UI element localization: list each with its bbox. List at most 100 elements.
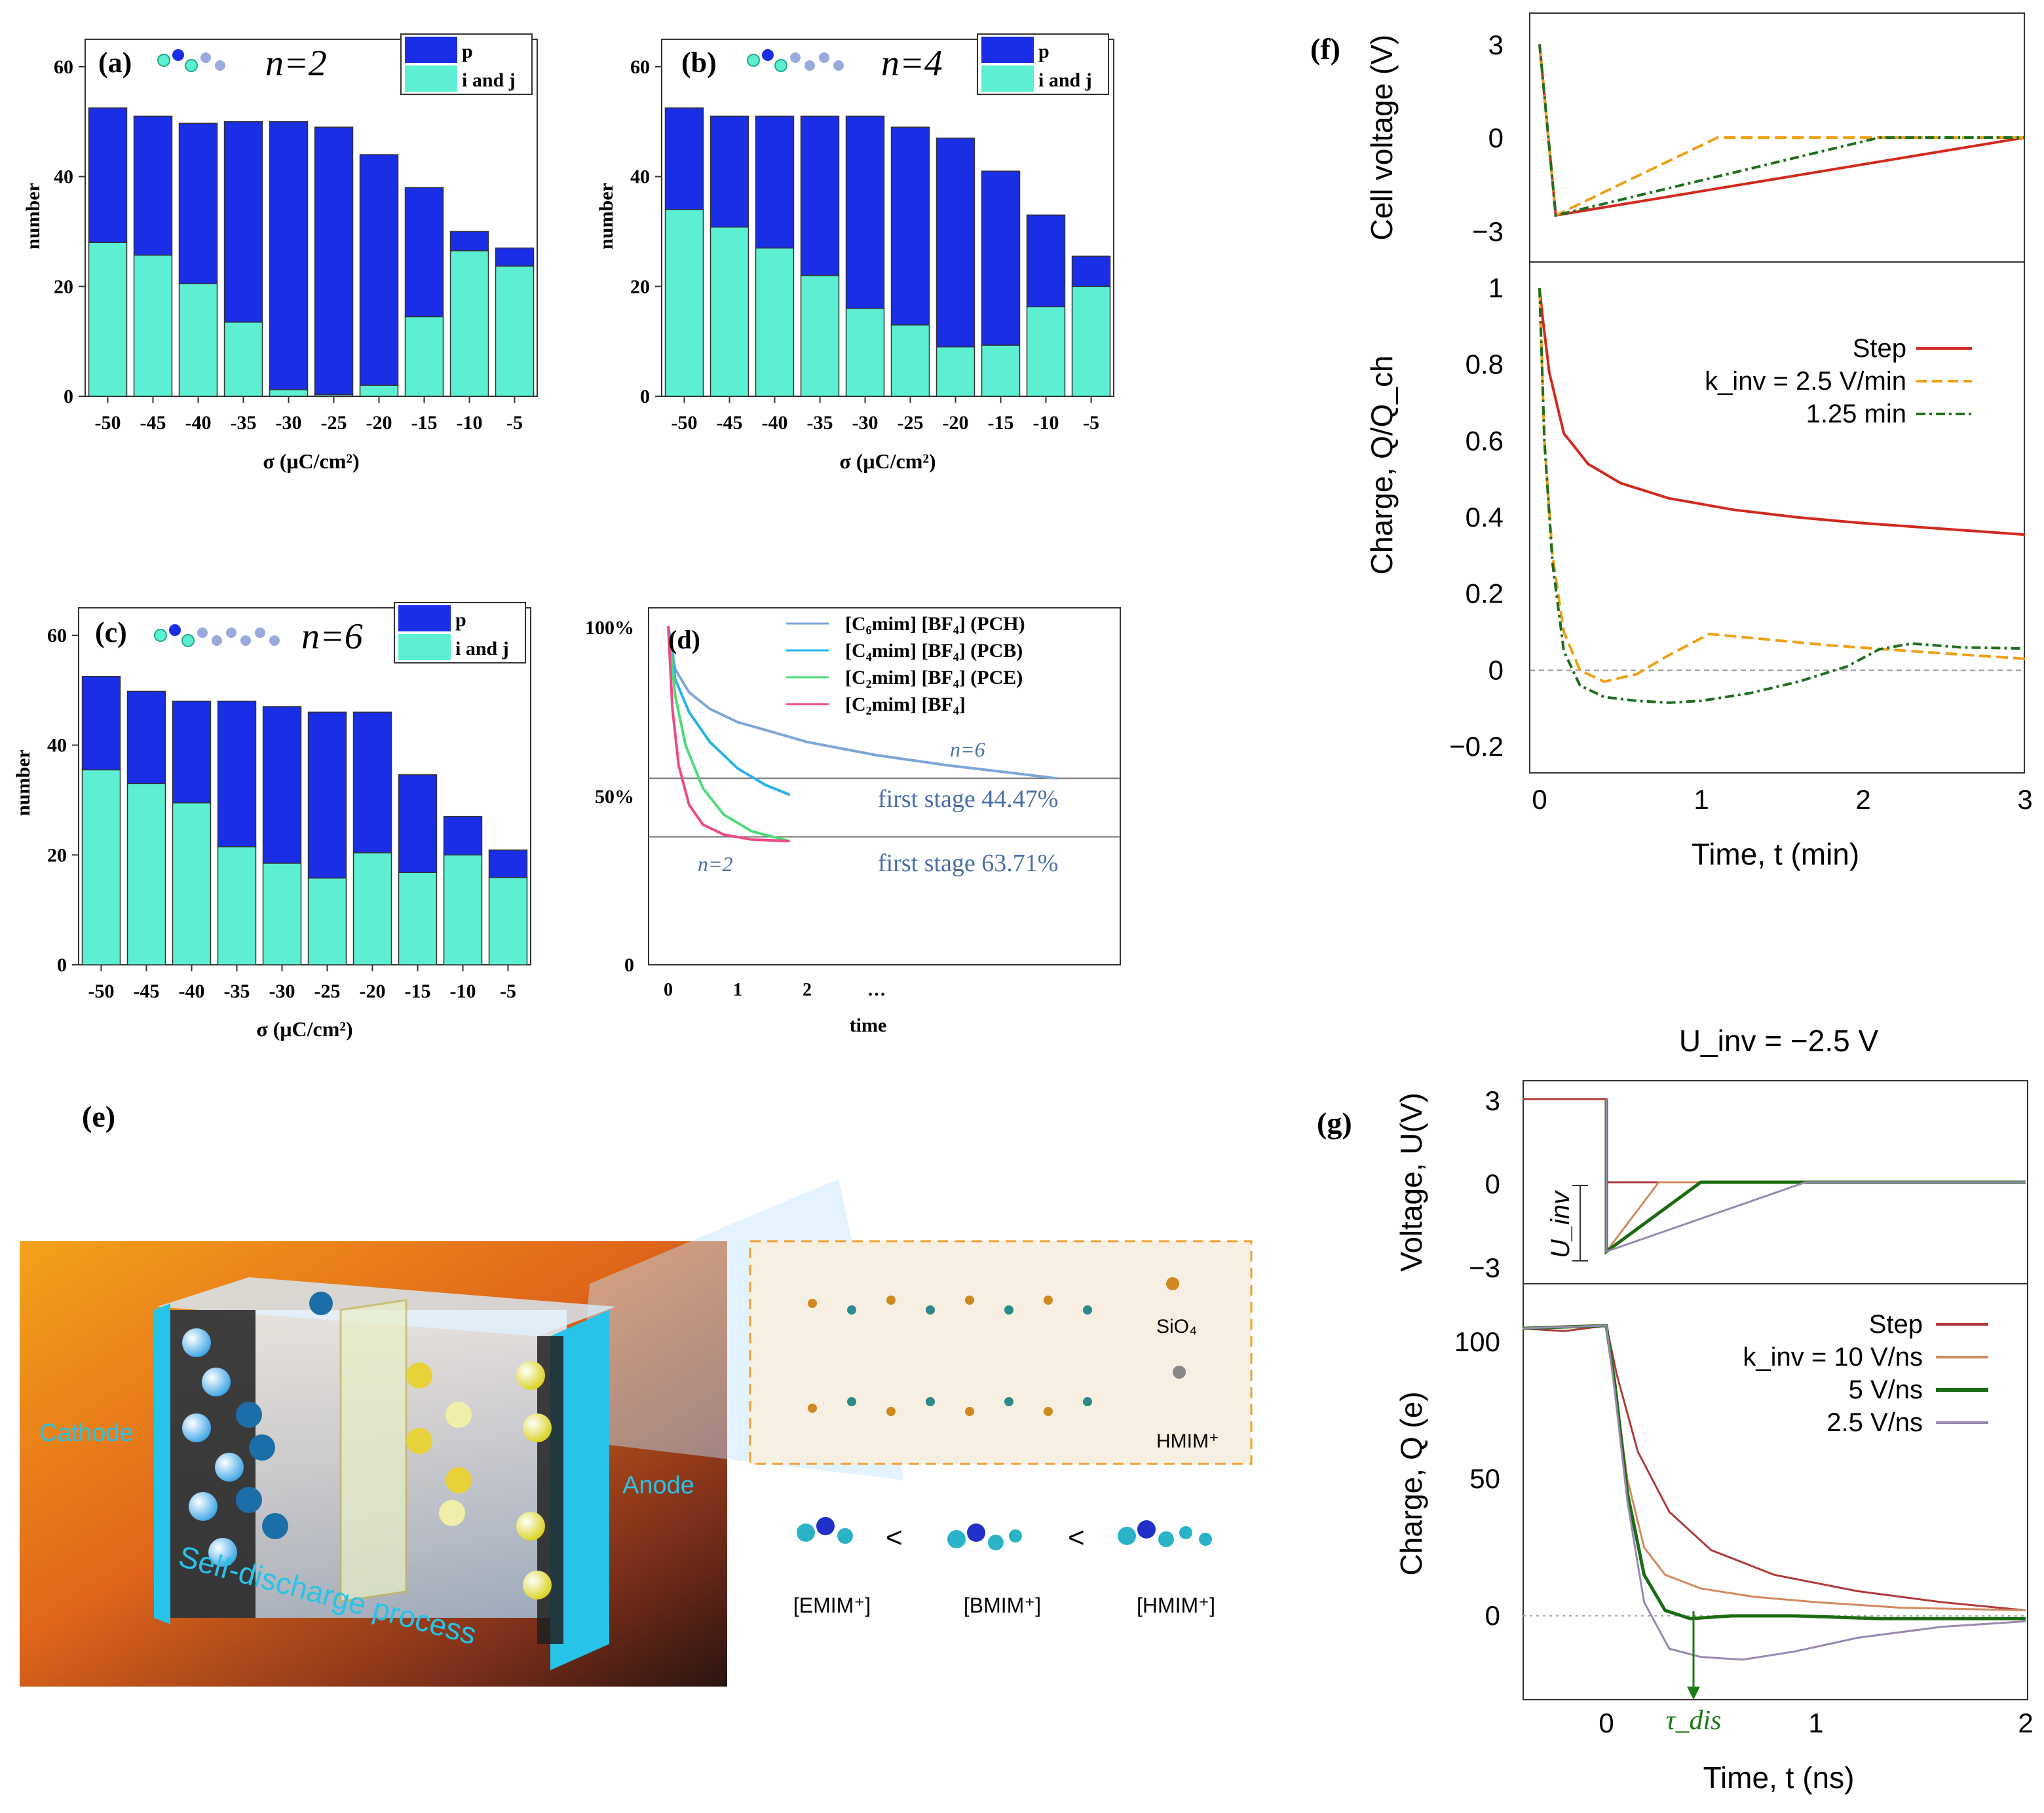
- x-tick-label: -50: [88, 981, 115, 1002]
- bar-p: [1026, 214, 1066, 308]
- x-tick-labels: 0 1 2 3: [1532, 784, 2032, 815]
- chart-panel-c: 0 20 40 60 -50 -45 -40 -35 -30 -25 -20 -15 -10 -5 (c…: [12, 602, 531, 1041]
- annotation-n2: n=2: [698, 852, 733, 876]
- cathode-label: Cathode: [39, 1419, 134, 1447]
- annotation-stage-1: first stage 44.47%: [878, 785, 1058, 813]
- annotation-stage-2: first stage 63.71%: [878, 850, 1058, 877]
- y-tick-label: 50: [1469, 1463, 1500, 1494]
- curve-k-2-5: [1538, 44, 2025, 217]
- y-axis-label-bottom: Charge, Q (e): [1394, 1391, 1428, 1575]
- molecule-icon: [747, 49, 844, 72]
- bar-i-and-j: [81, 769, 121, 965]
- curve-pcb: [667, 626, 791, 796]
- bar-i-and-j: [936, 346, 975, 397]
- y-tick-label: 0: [640, 386, 650, 407]
- bar-i-and-j: [845, 308, 885, 397]
- legend-swatch-ij: [981, 65, 1034, 92]
- molecule-icon: [154, 624, 280, 647]
- y-tick-label: −3: [1472, 216, 1504, 247]
- legend: [C₆mim] [BF₄] (PCH) [C₄mim] [BF₄] (PCB) …: [786, 613, 1025, 715]
- bar-p: [449, 231, 489, 252]
- panel-label: (f): [1310, 32, 1340, 65]
- x-tick-label: 3: [2017, 784, 2032, 815]
- y-tick-label: 20: [47, 844, 67, 866]
- bar-i-and-j: [352, 852, 392, 965]
- x-tick-labels: 0 1 2: [1599, 1708, 2033, 1738]
- anion-balls: [182, 1292, 333, 1567]
- legend: Step k_inv = 2.5 V/min 1.25 min: [1705, 334, 1972, 428]
- y-tick-label: 0: [1485, 1600, 1500, 1631]
- bar-p: [890, 126, 930, 326]
- plot-frame: [661, 39, 1114, 397]
- x-axis-label: Time, t (min): [1692, 837, 1859, 871]
- x-tick-label: 1: [733, 980, 742, 1000]
- bar-p: [262, 706, 302, 864]
- tau-dis-marker: τ_dis: [1665, 1611, 1722, 1736]
- y-tick-label: 0: [624, 954, 634, 976]
- x-tick-labels: -50 -45 -40 -35 -30 -25 -20 -15 -10 -5: [95, 396, 523, 434]
- tau-dis-label: τ_dis: [1665, 1706, 1721, 1736]
- curve-group: [667, 626, 1057, 843]
- y-tick-label: 0.2: [1466, 578, 1504, 609]
- y-axis-label: number: [596, 183, 617, 250]
- curve-1-25-min: [1538, 288, 2026, 704]
- y-tick-label: 0: [1485, 1168, 1500, 1199]
- curve-step: [1538, 44, 2026, 217]
- curve-k-2-5: [1522, 1324, 2026, 1661]
- bar-p: [223, 121, 263, 323]
- molecule-icon: [157, 49, 225, 72]
- bar-p: [936, 138, 975, 348]
- bar-i-and-j: [126, 783, 166, 965]
- y-tick-labels-top: 3 0 −3: [1472, 29, 1504, 247]
- y-tick-label: −0.2: [1449, 731, 1504, 762]
- x-tick-labels: -50 -45 -40 -35 -30 -25 -20 -15 -10 -5: [88, 965, 516, 1002]
- plot-frame-bottom: [1523, 1283, 2028, 1700]
- legend-label: [C₄mim] [BF₄] (PCB): [845, 640, 1023, 662]
- bar-i-and-j: [890, 324, 930, 397]
- bar-i-and-j: [755, 247, 795, 397]
- y-tick-labels: 0 20 40 60: [54, 56, 85, 407]
- plot-frame-bottom: [1529, 261, 2025, 774]
- y-tick-label: 40: [47, 735, 67, 757]
- panel-label: (d): [668, 625, 700, 654]
- curve-k-2-5: [1605, 1099, 2026, 1253]
- x-tick-label: -30: [269, 981, 295, 1002]
- bar-p: [710, 115, 749, 228]
- bar-p: [398, 774, 438, 873]
- x-tick-label: -10: [457, 412, 483, 434]
- y-tick-label: 20: [630, 276, 650, 297]
- bar-p: [178, 122, 218, 284]
- x-tick-label: -10: [450, 981, 476, 1002]
- voltage-curves: [1538, 44, 2026, 217]
- bar-p: [1071, 255, 1111, 288]
- x-tick-label: -40: [185, 412, 212, 434]
- ion-molecules: [797, 1517, 1212, 1550]
- legend-swatch-p: [398, 605, 451, 631]
- x-tick-labels: -50 -45 -40 -35 -30 -25 -20 -15 -10 -5: [672, 396, 1099, 434]
- bar-p: [495, 247, 535, 267]
- x-tick-label: -35: [231, 412, 257, 434]
- curve-step: [1538, 288, 2026, 536]
- x-tick-label: -5: [506, 412, 523, 434]
- bar-p: [800, 115, 840, 276]
- bar-p: [88, 107, 128, 243]
- legend-label: Step: [1853, 334, 1906, 363]
- y-tick-label: 50%: [595, 786, 634, 808]
- annotation-n6: n=6: [950, 738, 985, 761]
- bar-i-and-j: [178, 283, 218, 397]
- legend-label-ij: i and j: [455, 638, 509, 660]
- y-axis-label: number: [12, 749, 34, 816]
- legend-swatch-p: [405, 37, 457, 63]
- bar-i-and-j: [1071, 286, 1111, 397]
- legend: p i and j: [394, 602, 526, 664]
- legend-label-p: p: [455, 609, 466, 631]
- bar-i-and-j: [262, 863, 302, 965]
- lt-2: <: [1068, 1522, 1085, 1554]
- legend: Step k_inv = 10 V/ns 5 V/ns 2.5 V/ns: [1743, 1310, 1988, 1437]
- x-tick-label: 2: [1855, 784, 1870, 815]
- bar-p: [845, 115, 885, 309]
- y-tick-labels-top: 3 0 −3: [1469, 1085, 1500, 1283]
- bar-p: [755, 115, 795, 249]
- y-tick-label: 60: [630, 56, 650, 78]
- bar-i-and-j: [664, 209, 704, 397]
